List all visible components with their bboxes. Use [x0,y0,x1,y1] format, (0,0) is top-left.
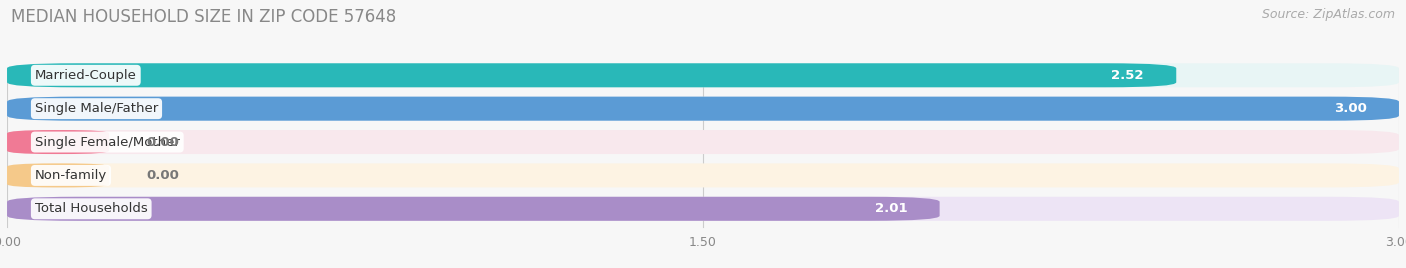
Text: 0.00: 0.00 [146,136,179,148]
FancyBboxPatch shape [7,163,110,187]
Text: Married-Couple: Married-Couple [35,69,136,82]
FancyBboxPatch shape [7,197,1399,221]
Text: 3.00: 3.00 [1334,102,1367,115]
Text: MEDIAN HOUSEHOLD SIZE IN ZIP CODE 57648: MEDIAN HOUSEHOLD SIZE IN ZIP CODE 57648 [11,8,396,26]
Text: Total Households: Total Households [35,202,148,215]
FancyBboxPatch shape [7,97,1399,121]
FancyBboxPatch shape [7,197,939,221]
Text: Single Female/Mother: Single Female/Mother [35,136,180,148]
Text: Source: ZipAtlas.com: Source: ZipAtlas.com [1261,8,1395,21]
Text: 2.52: 2.52 [1111,69,1144,82]
FancyBboxPatch shape [7,97,1399,121]
FancyBboxPatch shape [7,130,110,154]
FancyBboxPatch shape [7,63,1399,87]
Text: Non-family: Non-family [35,169,107,182]
Text: 0.00: 0.00 [146,169,179,182]
FancyBboxPatch shape [7,130,1399,154]
Text: Single Male/Father: Single Male/Father [35,102,157,115]
Text: 2.01: 2.01 [875,202,907,215]
FancyBboxPatch shape [7,63,1177,87]
FancyBboxPatch shape [7,163,1399,187]
